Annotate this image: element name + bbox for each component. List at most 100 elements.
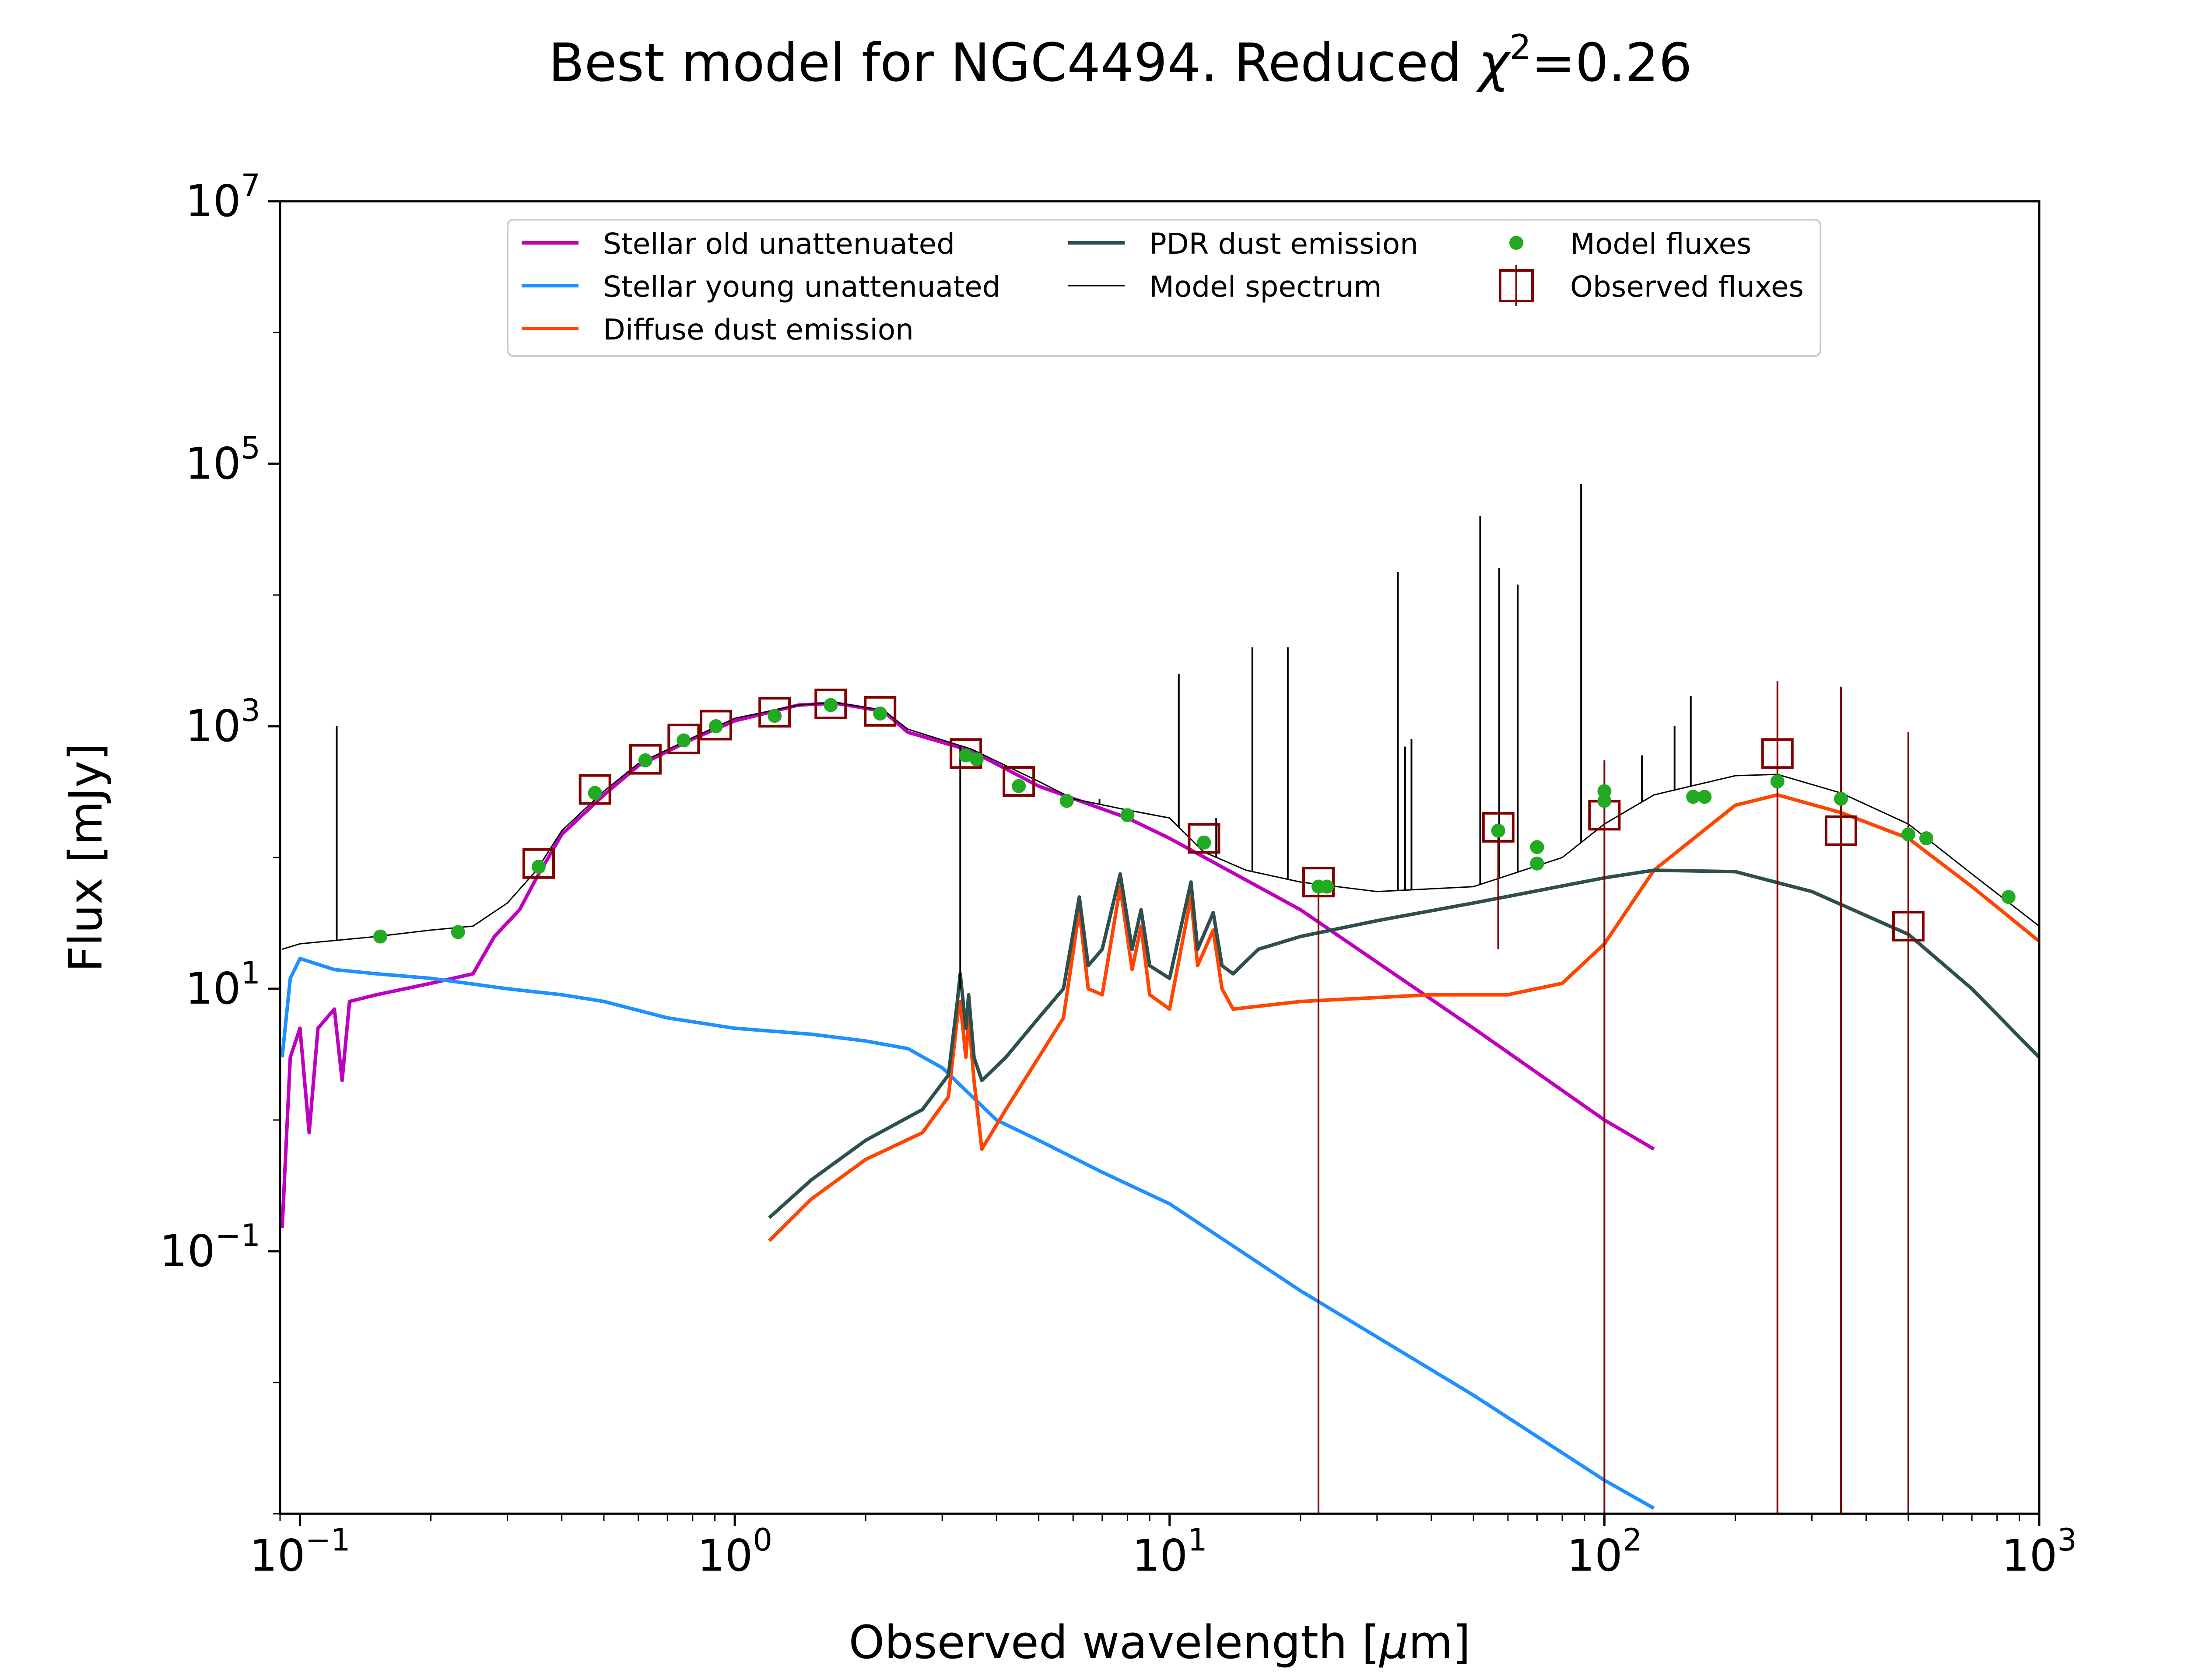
model-flux-point <box>1901 827 1915 842</box>
y-tick-base: 10 <box>185 175 241 227</box>
observed-flux-marker <box>1892 910 1925 942</box>
legend-frame <box>507 219 1821 357</box>
y-tick-exponent: −1 <box>215 1218 260 1253</box>
model-flux-point <box>373 929 387 944</box>
model-flux-point <box>959 748 973 763</box>
observed-flux-marker <box>700 710 733 741</box>
legend-label-diffuse-dust: Diffuse dust emission <box>603 313 914 346</box>
y-tick-exponent: 7 <box>241 168 260 203</box>
model-flux-point <box>1770 774 1785 789</box>
observed-flux-marker <box>864 696 897 727</box>
model-flux-point <box>1012 779 1026 793</box>
model-flux-point <box>588 786 602 800</box>
model-flux-point <box>531 860 546 874</box>
observed-flux-marker <box>629 744 662 775</box>
observed-flux-marker <box>1761 738 1794 769</box>
observed-flux-marker <box>1302 867 1335 898</box>
model-flux-point <box>873 706 887 721</box>
y-tick-base: 10 <box>185 700 241 752</box>
x-tick-base: 10 <box>1567 1530 1622 1581</box>
x-tick-label: 103 <box>2002 1522 2077 1581</box>
x-tick-base: 10 <box>1132 1530 1188 1581</box>
observed-flux-marker <box>1003 766 1035 797</box>
observed-flux-marker <box>579 774 611 805</box>
model-flux-point <box>824 698 838 712</box>
legend-item-model-spectrum: Model spectrum <box>1068 270 1382 304</box>
series-line-stellar-young-unattenuated <box>280 956 1655 1510</box>
y-tick-base: 10 <box>160 1225 215 1277</box>
x-tick-exponent: 3 <box>2057 1522 2077 1558</box>
x-tick-exponent: 0 <box>753 1522 772 1558</box>
model-flux-point <box>638 753 652 767</box>
series-line-diffuse-dust-emission <box>768 793 2039 1242</box>
legend-item-model-fluxes: Model fluxes <box>1509 227 1752 261</box>
model-flux-point <box>2001 890 2016 904</box>
model-flux-point <box>1686 790 1701 804</box>
y-axis-label: Flux [mJy] <box>59 743 112 972</box>
legend-item-stellar-old: Stellar old unattenuated <box>522 227 955 261</box>
model-flux-point <box>709 719 723 733</box>
model-flux-point <box>1320 879 1334 894</box>
x-tick-label: 101 <box>1132 1522 1207 1581</box>
model-flux-point <box>1530 840 1544 854</box>
model-flux-point <box>1491 823 1505 838</box>
legend-label-observed-fluxes: Observed fluxes <box>1570 270 1804 304</box>
legend-label-model-fluxes: Model fluxes <box>1570 227 1752 261</box>
model-flux-point <box>1834 791 1848 806</box>
chart-title: Best model for NGC4494. Reduced χ2=0.26 <box>548 28 1692 94</box>
legend-label-model-spectrum: Model spectrum <box>1149 270 1382 304</box>
legend-item-diffuse-dust: Diffuse dust emission <box>522 313 914 346</box>
y-tick-label: 107 <box>185 168 260 227</box>
model-flux-point <box>1197 835 1211 850</box>
model-flux-point <box>1120 808 1135 822</box>
model-flux-point <box>1059 794 1074 808</box>
plot-area <box>280 484 2039 1514</box>
y-tick-exponent: 5 <box>241 430 260 466</box>
series-line-pdr-dust-emission <box>768 868 2039 1219</box>
x-tick-base: 10 <box>249 1530 305 1581</box>
observed-flux-marker <box>522 848 555 879</box>
y-tick-exponent: 1 <box>241 955 260 991</box>
observed-flux-marker <box>814 688 847 719</box>
y-tick-base: 10 <box>185 438 241 489</box>
legend-item-observed-fluxes: Observed fluxes <box>1499 265 1804 306</box>
legend-item-stellar-young: Stellar young unattenuated <box>522 270 1001 304</box>
x-tick-base: 10 <box>697 1530 753 1581</box>
y-tick-label: 103 <box>185 693 260 752</box>
x-axis-label: Observed wavelength [μm] <box>849 1616 1471 1669</box>
series-line-model-spectrum <box>282 701 2039 950</box>
legend: Stellar old unattenuated Stellar young u… <box>507 219 1821 357</box>
model-flux-point <box>677 733 691 748</box>
model-flux-point <box>1697 790 1712 804</box>
y-tick-label: 105 <box>185 430 260 489</box>
x-tick-label: 100 <box>697 1522 772 1581</box>
model-flux-point <box>1597 794 1612 808</box>
x-tick-label: 10−1 <box>249 1522 350 1581</box>
observed-flux-marker <box>1824 815 1857 846</box>
y-tick-exponent: 3 <box>241 693 260 728</box>
observed-flux-marker <box>758 696 791 728</box>
x-tick-exponent: 1 <box>1188 1522 1207 1558</box>
x-tick-exponent: 2 <box>1623 1522 1642 1558</box>
model-flux-point <box>768 709 782 723</box>
model-flux-point <box>1919 831 1934 846</box>
model-flux-point <box>969 752 984 766</box>
x-tick-base: 10 <box>2002 1530 2057 1581</box>
observed-flux-marker <box>667 724 700 755</box>
x-tick-label: 102 <box>1567 1522 1642 1581</box>
legend-label-stellar-young: Stellar young unattenuated <box>603 270 1001 304</box>
legend-label-stellar-old: Stellar old unattenuated <box>603 227 955 261</box>
x-tick-exponent: −1 <box>305 1522 350 1558</box>
model-flux-point <box>1597 784 1612 798</box>
observed-flux-marker <box>950 738 982 769</box>
model-flux-point <box>451 925 465 939</box>
model-flux-point <box>1530 856 1544 871</box>
y-tick-label: 10−1 <box>160 1218 260 1277</box>
legend-item-pdr-dust: PDR dust emission <box>1068 227 1418 261</box>
legend-marker-model-fluxes <box>1509 236 1523 250</box>
y-tick-base: 10 <box>185 963 241 1014</box>
observed-flux-marker <box>1482 812 1515 843</box>
legend-label-pdr-dust: PDR dust emission <box>1149 227 1418 261</box>
